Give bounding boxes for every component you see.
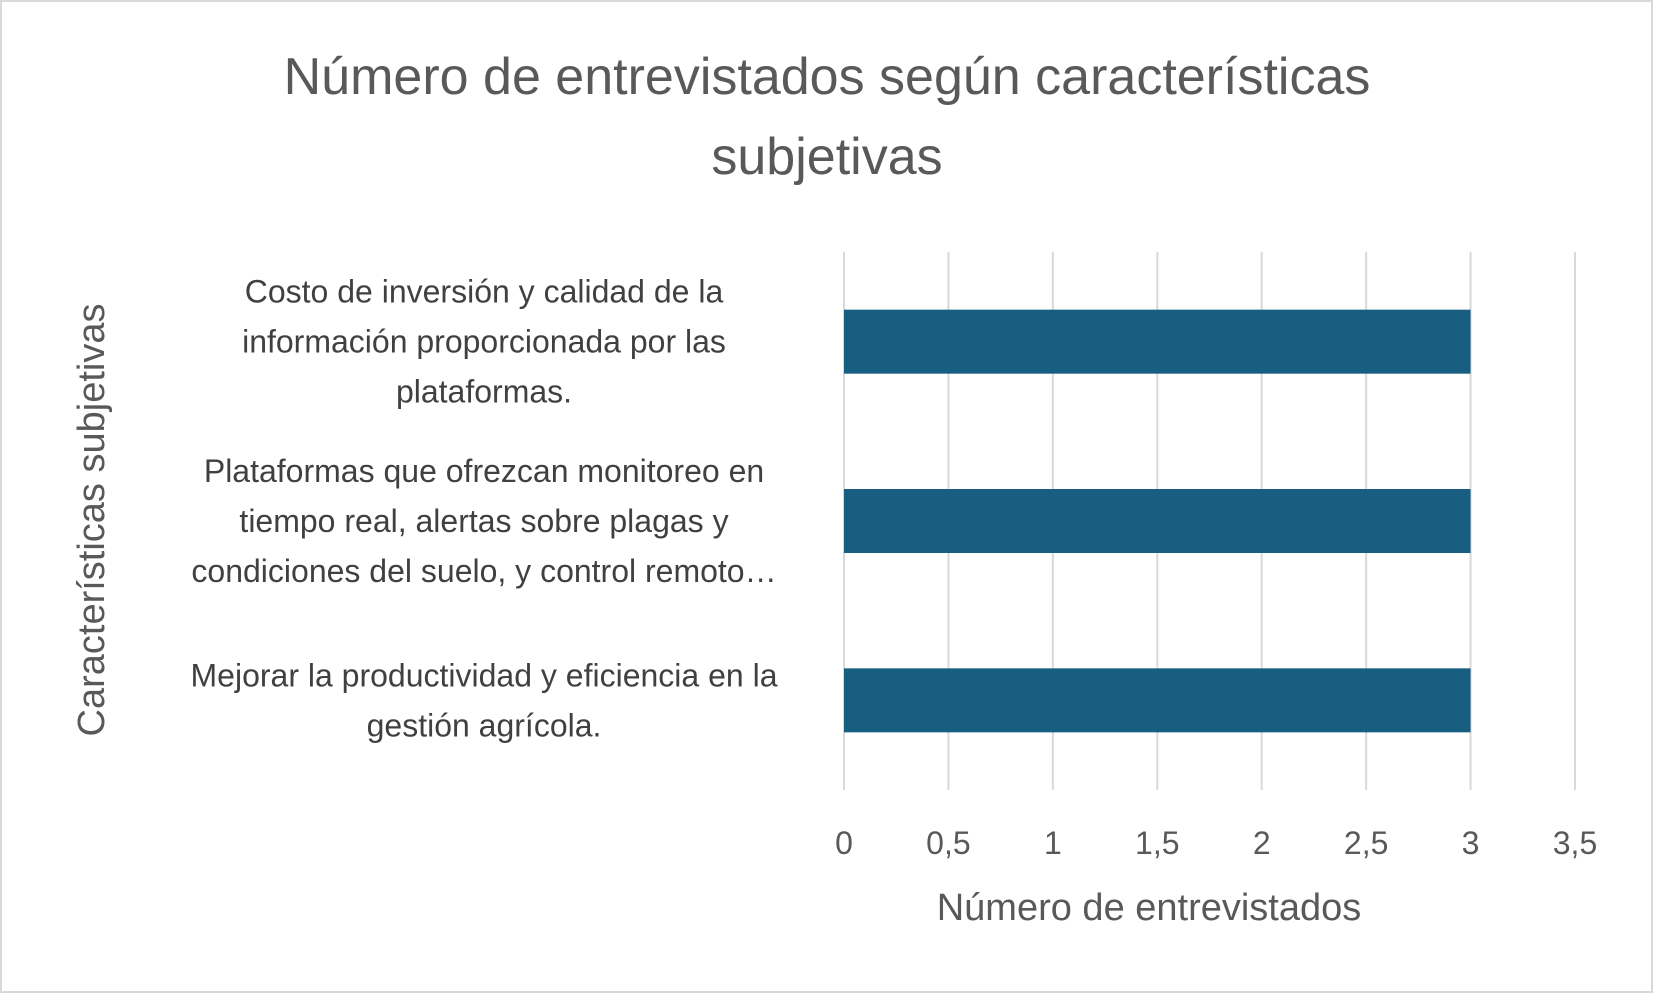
category-label: Costo de inversión y calidad de la inform…	[242, 274, 726, 410]
chart-title-line-2: subjetivas	[711, 128, 942, 186]
x-tick-label: 2,5	[1344, 825, 1388, 861]
x-tick-label: 0,5	[926, 825, 970, 861]
chart-title-line-1: Número de entrevistados según caracterís…	[284, 48, 1371, 106]
x-tick-label: 1,5	[1135, 825, 1179, 861]
bar	[844, 309, 1471, 374]
category-label: Mejorar la productividad y eficiencia en…	[191, 657, 778, 743]
x-axis-title: Número de entrevistados	[937, 887, 1362, 929]
bar	[844, 489, 1471, 553]
x-tick-label: 0	[835, 825, 853, 861]
bars	[844, 309, 1471, 733]
x-tick-labels: 0 0,5 1 1,5 2 2,5 3 3,5	[835, 825, 1597, 861]
bar	[844, 668, 1471, 733]
x-tick-label: 3	[1462, 825, 1480, 861]
x-tick-label: 2	[1253, 825, 1271, 861]
x-tick-label: 1	[1044, 825, 1062, 861]
category-label: Plataformas que ofrezcan monitoreo en tie…	[191, 453, 776, 589]
y-axis-title: Características subjetivas	[71, 304, 113, 737]
category-labels: Costo de inversión y calidad de la inform…	[191, 274, 778, 744]
x-tick-label: 3,5	[1553, 825, 1597, 861]
